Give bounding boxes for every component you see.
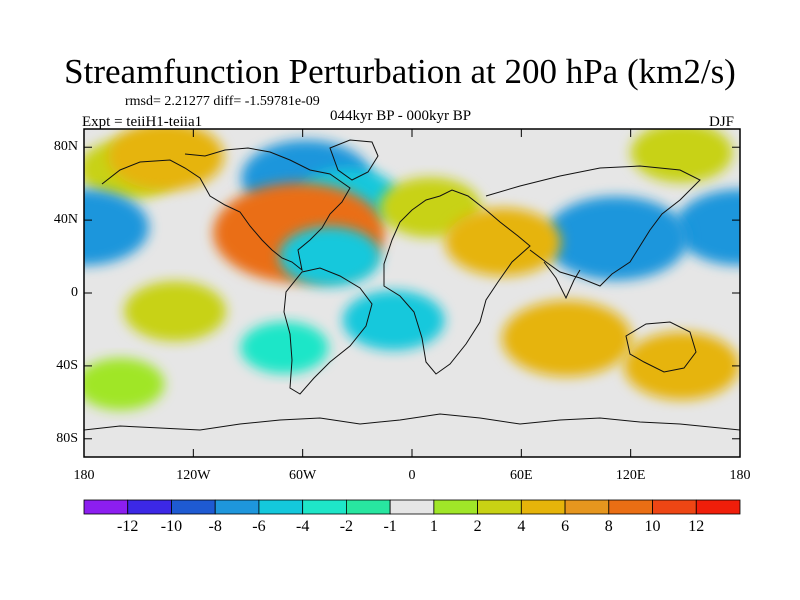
colorbar-swatch-7 [389,499,435,515]
colorbar [83,499,741,515]
colorbar-label: 6 [561,518,570,535]
anomaly-blob-17 [240,321,329,374]
season-text: DJF [709,114,735,130]
coastlines [84,139,740,431]
colorbar-label: 10 [644,518,661,535]
colorbar-label: 1 [429,518,438,535]
colorbar-swatch-0 [83,499,129,515]
x-tick-label: 120E [615,468,646,483]
colorbar-label: -10 [160,518,183,535]
anomaly-blob-3 [108,129,224,191]
figure-title: Streamfunction Perturbation at 200 hPa (… [64,52,736,91]
x-tick-label: 60E [510,468,533,483]
x-tick-label: 180 [729,468,751,483]
colorbar-label: -4 [295,518,310,535]
y-tick-label: 80S [56,430,78,446]
anomaly-blob-6 [675,189,740,266]
anomaly-blob-13 [501,300,632,377]
colorbar-label: -12 [117,518,139,535]
anomaly-blob-7 [544,196,689,281]
x-tick-label: 60W [289,468,317,483]
stats-text: rmsd= 2.21277 diff= -1.59781e-09 [125,94,320,109]
europe-africa-coast [383,189,531,375]
colorbar-swatch-2 [171,499,216,515]
colorbar-label: 12 [688,518,705,535]
colorbar-label: 2 [473,518,482,535]
anomaly-blob-11 [342,290,445,351]
colorbar-label: 4 [517,518,526,535]
anomaly-blob-14 [623,331,740,400]
colorbar-label: -8 [208,518,222,535]
streamfunction-field [84,129,740,411]
axis-ticks [83,129,741,457]
y-tick-label: 0 [71,285,78,300]
greenland-coast [329,139,379,181]
colorbar-swatch-13 [652,499,697,515]
x-tick-label: 0 [408,468,416,483]
australia-coast [625,321,697,373]
anomaly-blob-12 [279,226,381,287]
india-coast [543,261,581,300]
asia-coast [485,165,701,287]
colorbar-swatch-4 [258,499,304,515]
colorbar-swatch-1 [127,499,172,515]
colorbar-swatch-12 [608,499,653,515]
antarctica-coast [84,413,740,431]
y-tick-label: 40N [53,212,78,228]
colorbar-swatch-3 [214,499,260,515]
anomaly-blob-16 [84,358,165,411]
anomaly-blob-9 [445,207,562,276]
south-america-coast [283,267,373,395]
anomaly-blob-10 [630,129,733,183]
colorbar-label: -6 [252,518,266,535]
anomaly-blob-15 [124,281,227,342]
period-text: 044kyr BP - 000kyr BP [330,108,472,124]
colorbar-swatch-6 [345,499,391,515]
colorbar-swatch-8 [433,499,479,515]
colorbar-swatch-14 [695,499,741,515]
colorbar-label: 8 [604,518,613,535]
colorbar-swatch-5 [302,499,347,515]
y-tick-label: 40S [56,357,78,373]
colorbar-swatch-9 [477,499,522,515]
north-america-coast [101,147,351,272]
anomaly-blob-5 [84,189,149,266]
colorbar-swatch-10 [520,499,566,515]
colorbar-label: -2 [339,518,354,535]
experiment-text: Expt = teiiH1-teiia1 [82,114,203,130]
colorbar-label: -1 [383,518,397,535]
x-tick-label: 180 [73,468,95,483]
x-tick-label: 120W [176,468,211,483]
colorbar-swatch-11 [564,499,610,515]
anomaly-blob-8 [379,177,482,238]
y-tick-label: 80N [53,139,78,155]
